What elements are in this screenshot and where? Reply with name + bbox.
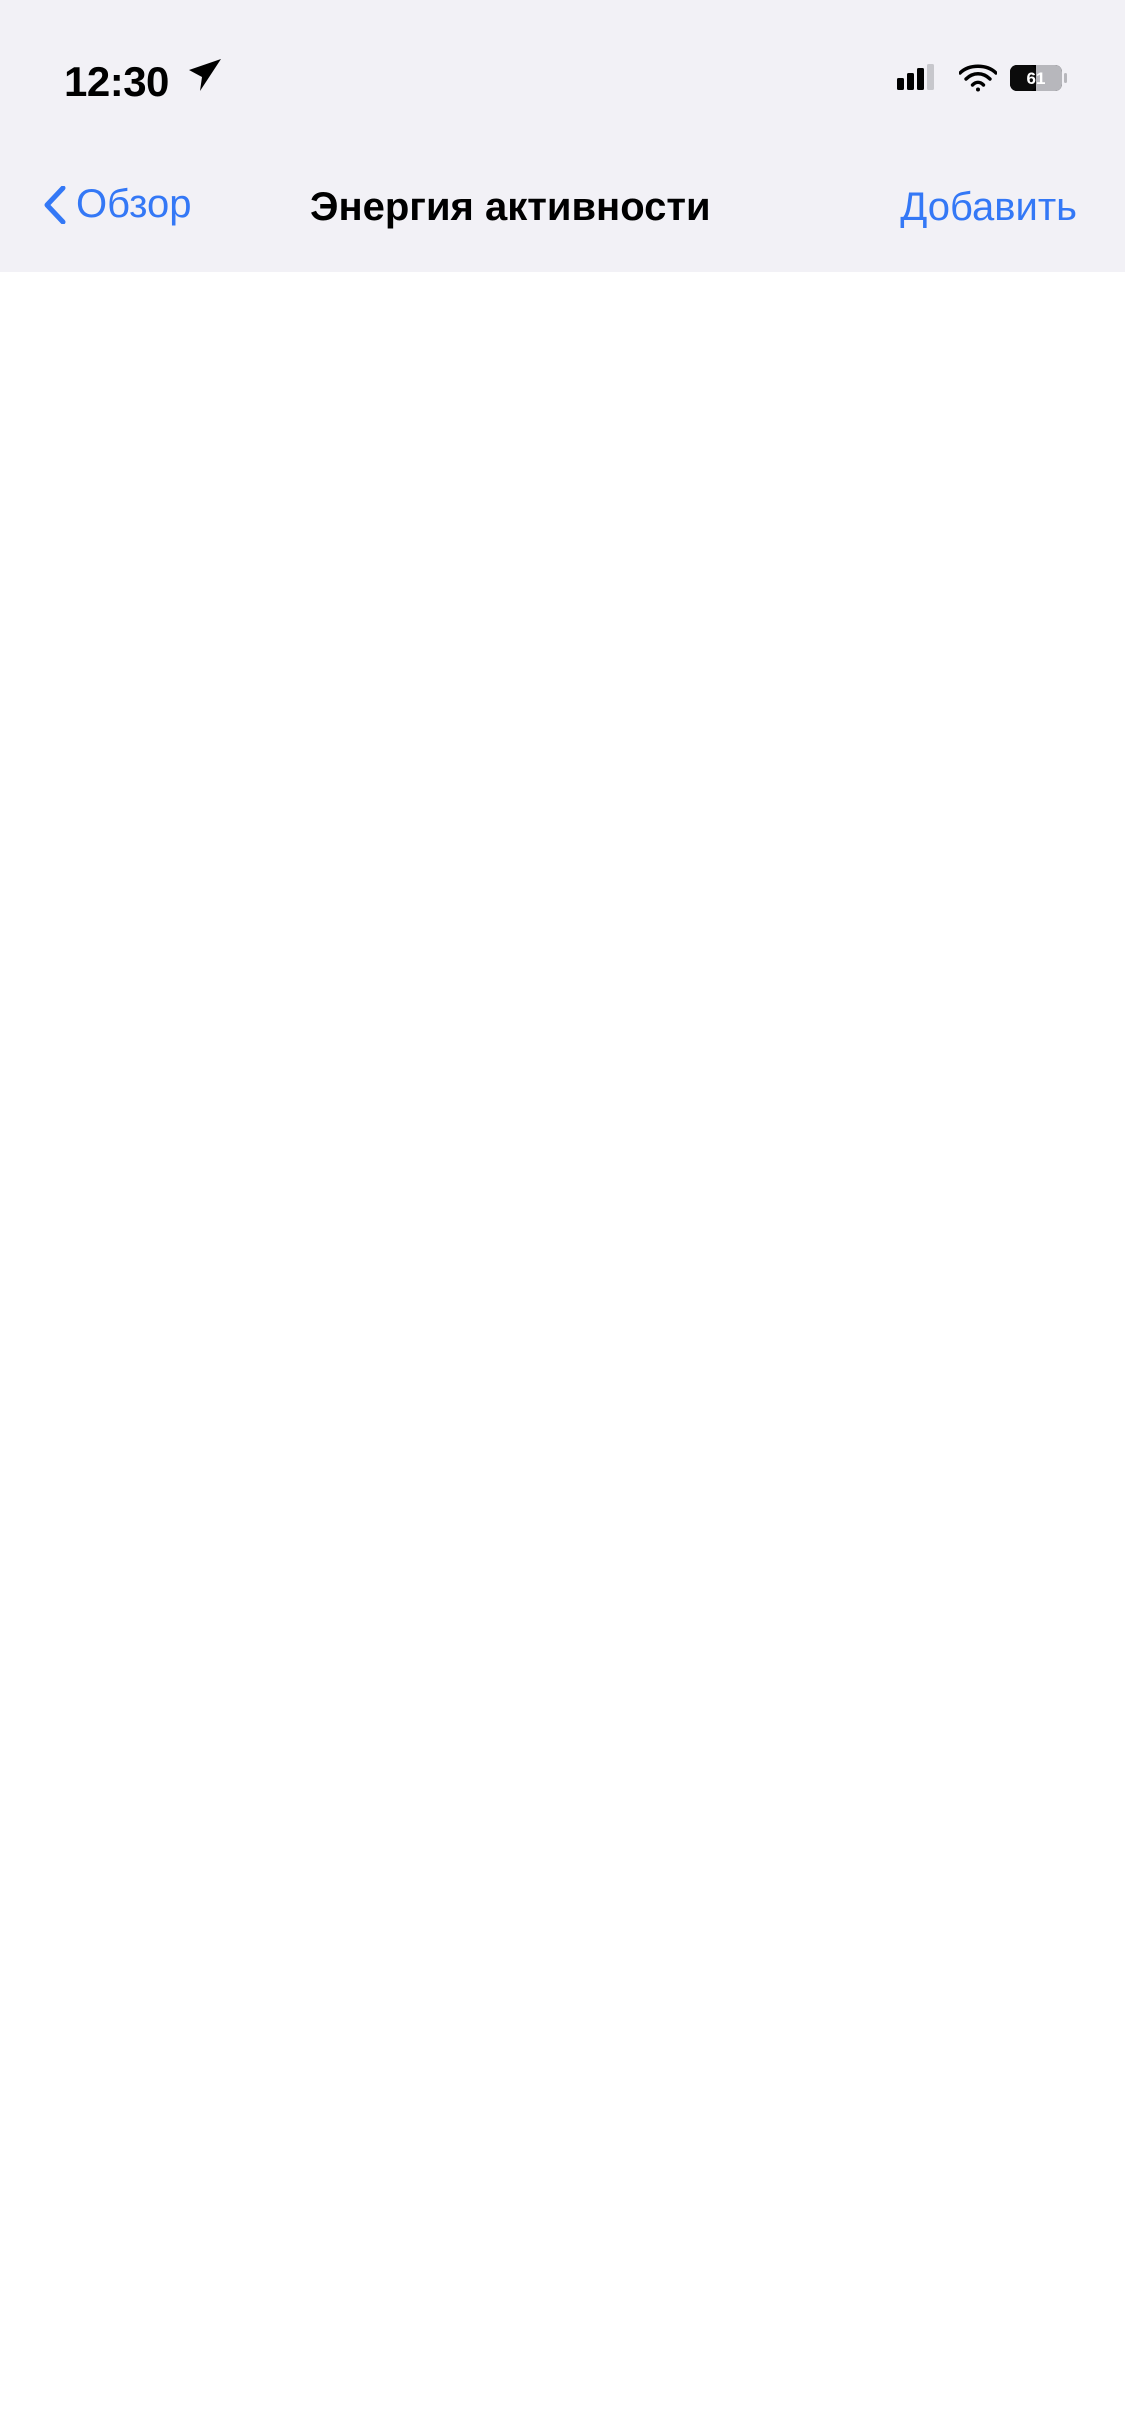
svg-text:61: 61 [1027, 69, 1046, 88]
